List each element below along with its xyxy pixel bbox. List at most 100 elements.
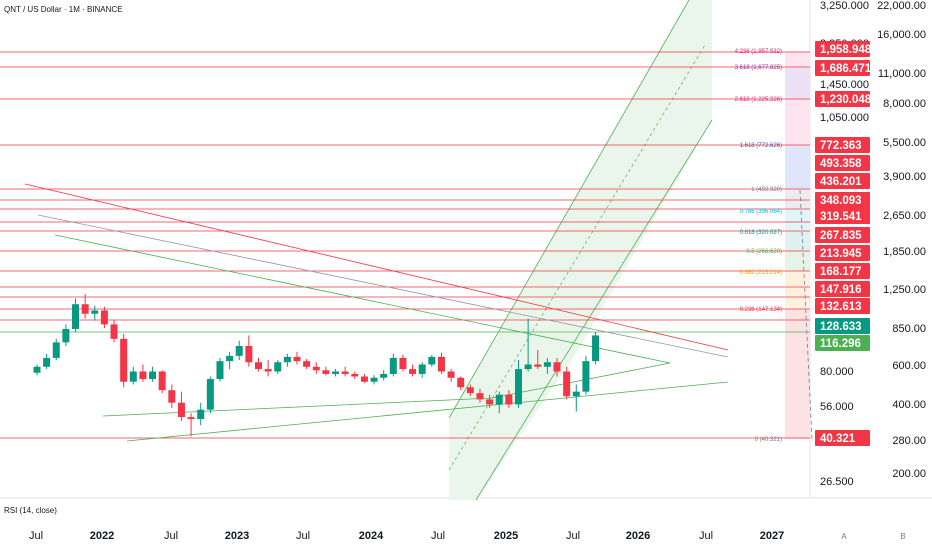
candle	[216, 357, 224, 382]
candle	[139, 364, 147, 382]
time-tick-label: 2027	[760, 530, 784, 542]
price-tag: 213.945	[815, 245, 870, 261]
svg-text:772.363: 772.363	[820, 140, 862, 152]
price-tick-right: 1,850.00	[883, 246, 926, 258]
price-tag: 128.633	[815, 318, 870, 334]
candle	[466, 384, 474, 397]
price-scale-right[interactable]	[872, 0, 932, 498]
svg-text:267.835: 267.835	[820, 230, 862, 242]
svg-text:436.201: 436.201	[820, 176, 862, 188]
price-tick-left: 56.000	[820, 401, 854, 413]
price-tags: 1,958.948 1,686.471 1,230.048 772.363 493.35…	[815, 41, 872, 446]
price-tick-right: 1,250.00	[883, 284, 926, 296]
candle	[168, 384, 176, 408]
time-axis: Jul 2022 Jul 2023 Jul 2024 Jul 2025 Jul 2026 Jul 20…	[29, 530, 784, 542]
price-tag: 1,958.948	[815, 41, 872, 57]
candle	[505, 390, 513, 408]
candle	[409, 364, 417, 377]
candle	[43, 353, 51, 370]
fib-level-label: 0.5 (266.620)	[746, 249, 782, 255]
candle	[303, 358, 311, 370]
svg-text:1,958.948: 1,958.948	[820, 44, 872, 56]
fib-level-label: 3.618 (1,677.825)	[735, 65, 782, 71]
symbol-header: QNT / US Dollar · 1M · BINANCE	[4, 5, 123, 14]
price-tag: 436.201	[815, 173, 870, 189]
candle	[274, 360, 282, 374]
price-tick-left: 3,250.000	[820, 0, 869, 12]
price-tick-right: 850.00	[892, 323, 926, 335]
candle	[524, 318, 532, 372]
price-tag: 147.916	[815, 281, 870, 297]
price-tick-right: 280.00	[892, 435, 926, 447]
svg-text:168.177: 168.177	[820, 266, 862, 278]
price-tick-right: 200.00	[892, 468, 926, 480]
price-tag: 493.358	[815, 155, 870, 171]
time-tick-label: Jul	[296, 530, 310, 542]
candle	[187, 413, 195, 437]
candle	[437, 352, 445, 374]
price-tag: 40.321	[815, 430, 870, 446]
price-tag: 348.093	[815, 192, 870, 208]
candle	[563, 366, 571, 400]
candle	[52, 338, 60, 361]
candle	[543, 357, 551, 374]
candle	[293, 351, 301, 365]
fib-zone-columns	[785, 52, 813, 441]
price-tick-left: 1,450.000	[820, 79, 869, 91]
fib-level-label: 0 (40.321)	[755, 437, 782, 443]
fib-level-label: 4.236 (1,957.532)	[735, 49, 782, 55]
time-tick-label: 2024	[359, 530, 384, 542]
candle	[177, 391, 185, 422]
price-axis-right: 22,000.00 16,000.00 11,000.00 8,000.00 5,500…	[877, 0, 926, 480]
candle	[582, 355, 590, 395]
candle	[553, 357, 561, 377]
price-tag: 168.177	[815, 263, 870, 279]
price-tick-right: 11,000.00	[878, 68, 926, 80]
price-tag: 116.296	[815, 335, 870, 351]
time-tick-label: Jul	[164, 530, 178, 542]
candle	[476, 388, 484, 403]
candle	[72, 298, 80, 333]
price-tick-left: 80.000	[820, 366, 854, 378]
candle	[312, 362, 320, 374]
price-tick-right: 8,000.00	[883, 98, 926, 110]
price-tag: 319.541	[815, 208, 870, 224]
candle	[129, 366, 137, 385]
svg-text:493.358: 493.358	[820, 158, 862, 170]
candle	[457, 376, 465, 391]
fib-level-label: 2.618 (1,225.226)	[735, 97, 782, 103]
candle	[33, 364, 41, 376]
svg-text:116.296: 116.296	[820, 338, 861, 350]
candle	[226, 351, 234, 370]
trend-lines	[24, 183, 729, 442]
price-tick-right: 2,650.00	[883, 210, 926, 222]
price-tag: 772.363	[815, 137, 870, 153]
fib-level-label: 1 (492.920)	[751, 187, 782, 193]
candle	[332, 369, 340, 377]
candle	[264, 360, 272, 377]
candle	[495, 391, 503, 414]
scale-mode-label[interactable]: B	[900, 532, 905, 541]
price-tag: 132.613	[815, 298, 870, 314]
candle	[428, 354, 436, 367]
candle	[399, 354, 407, 372]
svg-text:128.633: 128.633	[820, 321, 862, 333]
candle	[486, 394, 494, 408]
price-tick-right: 5,500.00	[883, 137, 926, 149]
candle	[370, 375, 378, 385]
candles	[33, 293, 600, 437]
price-tick-right: 3,900.00	[883, 171, 926, 183]
fib-level-label: 0.786 (396.064)	[740, 209, 782, 215]
rsi-indicator-label[interactable]: RSI (14, close)	[4, 506, 57, 515]
price-tag: 267.835	[815, 227, 870, 243]
price-tick-right: 22,000.00	[877, 0, 926, 12]
time-tick-label: Jul	[566, 530, 580, 542]
time-tick-label: 2023	[225, 530, 249, 542]
time-tick-label: Jul	[431, 530, 445, 542]
svg-text:1,686.471: 1,686.471	[820, 63, 872, 75]
scale-mode-label[interactable]: A	[841, 532, 847, 541]
candle	[120, 333, 128, 388]
candle	[245, 335, 253, 367]
